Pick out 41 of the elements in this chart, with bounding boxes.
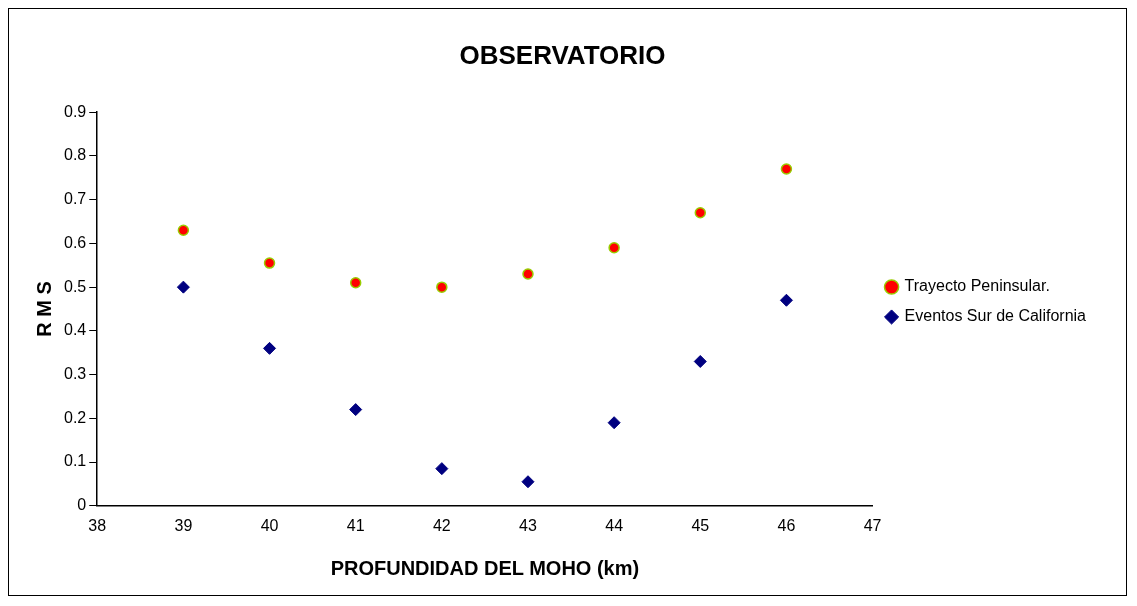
- point: [779, 293, 793, 307]
- y-tick-label: 0.2: [63, 408, 87, 426]
- point: [176, 280, 190, 294]
- x-tick-label: 47: [863, 516, 882, 534]
- chart-title: OBSERVATORIO: [459, 39, 666, 70]
- point: [607, 416, 621, 430]
- x-tick-label: 41: [346, 516, 365, 534]
- point: [435, 462, 449, 476]
- x-tick-label: 39: [174, 516, 193, 534]
- point: [522, 268, 534, 280]
- point: [521, 475, 535, 489]
- point: [780, 163, 793, 175]
- y-tick-label: 0.8: [63, 146, 87, 164]
- point: [349, 403, 363, 417]
- point: [436, 281, 448, 293]
- x-tick-label: 38: [88, 516, 107, 534]
- y-tick-label: 0.3: [63, 365, 87, 383]
- y-tick-label: 0: [77, 496, 87, 514]
- x-tick-label: 40: [260, 516, 279, 534]
- x-tick-label: 43: [519, 516, 537, 534]
- x-tick-label: 44: [605, 516, 624, 534]
- point: [177, 224, 190, 237]
- y-axis-title: R M S: [32, 281, 55, 337]
- y-tick-label: 0.5: [63, 277, 87, 295]
- point: [693, 354, 707, 368]
- point: [263, 257, 276, 269]
- x-tick-label: 46: [777, 516, 796, 534]
- x-axis-title: PROFUNDIDAD DEL MOHO (km): [330, 556, 640, 579]
- point: [349, 277, 362, 289]
- y-tick-label: 0.4: [63, 321, 87, 339]
- point: [608, 242, 620, 254]
- x-tick-label: 42: [432, 516, 451, 534]
- point: [694, 207, 707, 219]
- legend-label: Eventos Sur de California: [904, 307, 1087, 325]
- y-tick-label: 0.7: [63, 190, 87, 208]
- point: [263, 341, 277, 355]
- legend-label: Trayecto Peninsular.: [904, 277, 1050, 295]
- y-tick-label: 0.9: [63, 102, 87, 120]
- y-tick-label: 0.6: [63, 233, 87, 251]
- y-tick-label: 0.1: [63, 452, 87, 470]
- x-tick-label: 45: [691, 516, 710, 534]
